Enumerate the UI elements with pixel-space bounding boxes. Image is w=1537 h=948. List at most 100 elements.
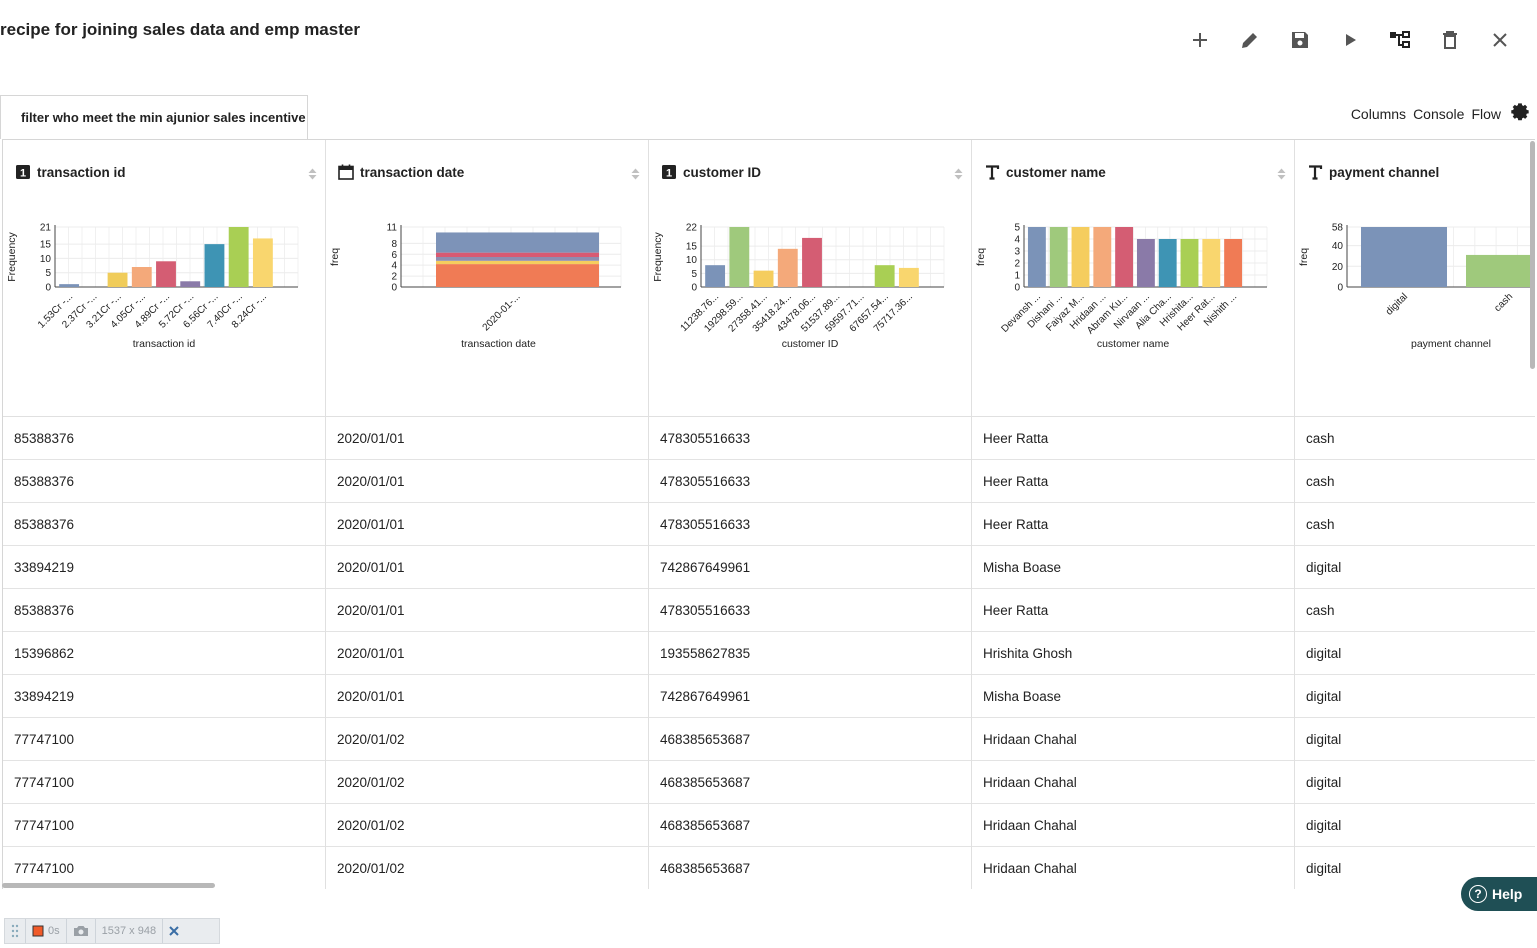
table-cell[interactable]: 2020/01/01 (326, 460, 648, 503)
stacked-bar-segment[interactable] (436, 264, 599, 287)
table-cell[interactable]: 15396862 (3, 632, 325, 675)
table-cell[interactable]: Hridaan Chahal (972, 847, 1294, 889)
table-cell[interactable]: Heer Ratta (972, 503, 1294, 546)
histogram-bar[interactable] (1361, 227, 1447, 287)
tab-filter-step[interactable]: filter who meet the min ajunior sales in… (0, 95, 308, 139)
histogram-bar[interactable] (1115, 227, 1134, 287)
table-cell[interactable]: 478305516633 (649, 460, 971, 503)
horizontal-scrollbar[interactable] (2, 883, 215, 888)
histogram-bar[interactable] (898, 267, 919, 287)
histogram-bar[interactable] (1027, 227, 1046, 287)
table-cell[interactable]: 2020/01/01 (326, 675, 648, 718)
sort-icon[interactable] (954, 168, 963, 180)
column-header[interactable]: transaction date 0 2 4 6 8 11 freq transaction d… (326, 140, 648, 417)
table-cell[interactable]: 77747100 (3, 761, 325, 804)
table-cell[interactable]: 468385653687 (649, 847, 971, 889)
table-cell[interactable]: 478305516633 (649, 503, 971, 546)
histogram-bar[interactable] (1224, 239, 1243, 287)
histogram-bar[interactable] (252, 238, 273, 287)
flow-button[interactable] (1375, 26, 1425, 54)
histogram-bar[interactable] (1158, 239, 1177, 287)
table-cell[interactable]: 33894219 (3, 546, 325, 589)
stacked-bar-segment[interactable] (436, 232, 599, 253)
table-cell[interactable]: 2020/01/02 (326, 804, 648, 847)
table-cell[interactable]: Misha Boase (972, 675, 1294, 718)
histogram-bar[interactable] (874, 265, 895, 287)
table-cell[interactable]: digital (1295, 675, 1535, 718)
histogram-bar[interactable] (1136, 239, 1155, 287)
table-cell[interactable]: Heer Ratta (972, 417, 1294, 460)
table-cell[interactable]: 2020/01/01 (326, 417, 648, 460)
gear-icon[interactable] (1509, 101, 1531, 123)
table-cell[interactable]: cash (1295, 503, 1535, 546)
view-flow[interactable]: Flow (1471, 106, 1501, 122)
column-header[interactable]: customer name 0 1 2 3 4 5 freq customer name Deva… (972, 140, 1294, 417)
table-cell[interactable]: 33894219 (3, 675, 325, 718)
histogram-bar[interactable] (1071, 227, 1090, 287)
histogram-bar[interactable] (1049, 227, 1068, 287)
table-cell[interactable]: digital (1295, 632, 1535, 675)
histogram-bar[interactable] (802, 237, 822, 287)
save-button[interactable] (1275, 26, 1325, 54)
table-cell[interactable]: 2020/01/02 (326, 761, 648, 804)
table-cell[interactable]: 85388376 (3, 503, 325, 546)
record-timer[interactable]: 0s (26, 919, 67, 943)
table-cell[interactable]: Heer Ratta (972, 589, 1294, 632)
table-cell[interactable]: 77747100 (3, 847, 325, 889)
table-cell[interactable]: Hridaan Chahal (972, 761, 1294, 804)
table-cell[interactable]: 2020/01/01 (326, 503, 648, 546)
histogram-bar[interactable] (204, 244, 225, 287)
table-cell[interactable]: 742867649961 (649, 546, 971, 589)
table-cell[interactable]: cash (1295, 589, 1535, 632)
histogram-bar[interactable] (228, 227, 249, 287)
screenshot-button[interactable] (67, 919, 96, 943)
table-cell[interactable]: 2020/01/01 (326, 632, 648, 675)
histogram-bar[interactable] (180, 281, 201, 287)
table-cell[interactable]: 85388376 (3, 589, 325, 632)
table-cell[interactable]: 77747100 (3, 804, 325, 847)
table-cell[interactable]: cash (1295, 460, 1535, 503)
run-button[interactable] (1325, 26, 1375, 54)
table-cell[interactable]: digital (1295, 804, 1535, 847)
table-cell[interactable]: 2020/01/01 (326, 546, 648, 589)
view-console[interactable]: Console (1413, 106, 1465, 122)
stacked-bar-segment[interactable] (436, 257, 599, 261)
table-cell[interactable]: Hridaan Chahal (972, 718, 1294, 761)
column-header[interactable]: 1 customer ID 0 5 10 15 22 Frequency customer ID… (649, 140, 971, 417)
histogram-bar[interactable] (705, 265, 726, 287)
sort-icon[interactable] (308, 168, 317, 180)
sort-icon[interactable] (1277, 168, 1286, 180)
table-cell[interactable]: 85388376 (3, 460, 325, 503)
table-cell[interactable]: digital (1295, 546, 1535, 589)
close-statusbar-button[interactable] (163, 919, 185, 943)
stacked-bar-segment[interactable] (436, 252, 599, 257)
table-cell[interactable]: 478305516633 (649, 417, 971, 460)
table-cell[interactable]: 468385653687 (649, 761, 971, 804)
histogram-bar[interactable] (1202, 239, 1221, 287)
histogram-bar[interactable] (777, 248, 798, 287)
close-button[interactable] (1475, 26, 1525, 54)
drag-handle[interactable] (5, 919, 26, 943)
delete-button[interactable] (1425, 26, 1475, 54)
histogram-bar[interactable] (1466, 254, 1535, 287)
table-cell[interactable]: 193558627835 (649, 632, 971, 675)
stacked-bar-segment[interactable] (436, 260, 599, 265)
table-cell[interactable]: 2020/01/01 (326, 589, 648, 632)
column-header[interactable]: payment channel 0 20 40 58 freq payment channe… (1295, 140, 1535, 417)
table-cell[interactable]: digital (1295, 761, 1535, 804)
vertical-scrollbar[interactable] (1530, 141, 1535, 369)
histogram-bar[interactable] (753, 270, 774, 287)
table-cell[interactable]: 468385653687 (649, 718, 971, 761)
sort-icon[interactable] (631, 168, 640, 180)
histogram-bar[interactable] (156, 261, 176, 287)
table-cell[interactable]: Heer Ratta (972, 460, 1294, 503)
table-cell[interactable]: 2020/01/02 (326, 847, 648, 889)
edit-button[interactable] (1225, 26, 1275, 54)
add-button[interactable] (1175, 26, 1225, 54)
view-columns[interactable]: Columns (1350, 106, 1407, 122)
histogram-bar[interactable] (59, 284, 80, 287)
help-button[interactable]: ? Help (1461, 877, 1537, 911)
histogram-bar[interactable] (1093, 227, 1112, 287)
table-cell[interactable]: 742867649961 (649, 675, 971, 718)
histogram-bar[interactable] (131, 267, 152, 287)
